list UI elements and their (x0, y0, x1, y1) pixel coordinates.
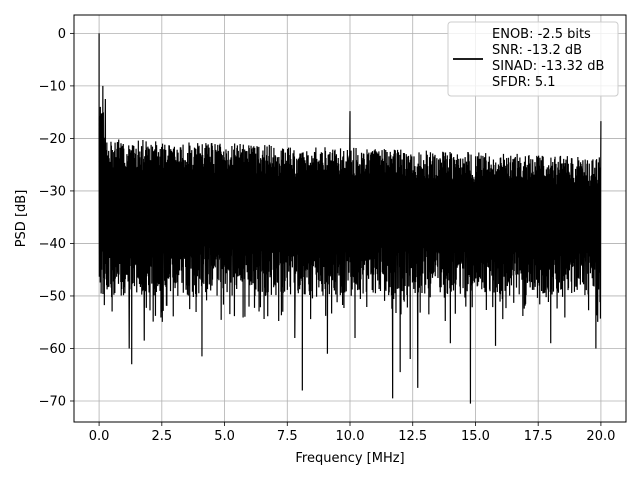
y-tick-label: −50 (39, 289, 66, 304)
legend-box (447, 21, 619, 97)
series-layer (98, 33, 602, 404)
x-axis-ticks: 0.0 2.5 5.0 7.5 10.0 12.5 15.0 17.5 20.0 (89, 422, 615, 444)
y-tick-label: −30 (39, 184, 66, 199)
x-tick-label: 17.5 (524, 429, 553, 444)
legend-line-enob: ENOB: -2.5 bits (492, 27, 591, 42)
x-axis-title: Frequency [MHz] (295, 451, 404, 466)
legend-line-snr: SNR: -13.2 dB (492, 43, 582, 58)
x-tick-label: 12.5 (398, 429, 427, 444)
y-tick-label: 0 (58, 27, 66, 42)
y-tick-label: −40 (39, 237, 66, 252)
x-tick-label: 20.0 (586, 429, 615, 444)
y-axis-title: PSD [dB] (14, 190, 29, 248)
x-tick-label: 10.0 (336, 429, 365, 444)
y-tick-label: −20 (39, 132, 66, 147)
y-tick-label: −10 (39, 79, 66, 94)
legend-line-sinad: SINAD: -13.32 dB (492, 59, 604, 74)
x-tick-label: 2.5 (151, 429, 172, 444)
legend-line-sfdr: SFDR: 5.1 (492, 75, 556, 90)
psd-series-line (98, 33, 602, 404)
x-tick-label: 15.0 (461, 429, 490, 444)
y-tick-label: −60 (39, 342, 66, 357)
x-tick-label: 5.0 (214, 429, 235, 444)
y-tick-label: −70 (39, 394, 66, 409)
legend: ENOB: -2.5 bits SNR: -13.2 dB SINAD: -13… (447, 21, 619, 97)
x-tick-label: 0.0 (89, 429, 110, 444)
x-tick-label: 7.5 (277, 429, 298, 444)
y-axis-ticks: 0 −10 −20 −30 −40 −50 −60 −70 (39, 27, 74, 409)
